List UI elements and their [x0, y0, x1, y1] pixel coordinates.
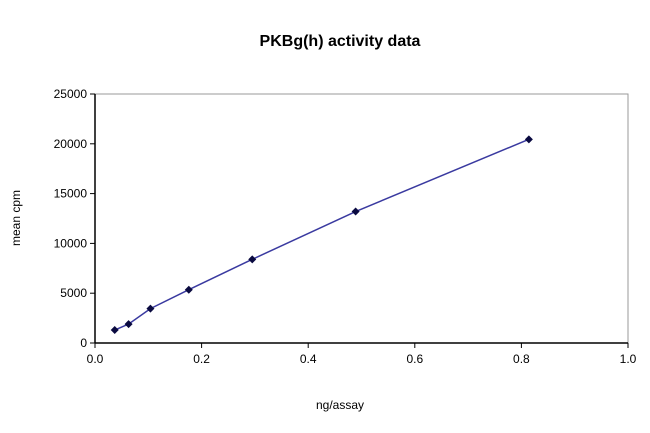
y-tick-label: 5000: [60, 286, 87, 300]
data-point: [110, 326, 119, 335]
x-tick-label: 0.8: [513, 352, 530, 366]
plot-area: [94, 93, 629, 344]
data-point: [146, 304, 155, 313]
data-point: [524, 135, 533, 144]
x-tick-label: 1.0: [620, 352, 637, 366]
y-tick-label: 0: [80, 336, 87, 350]
y-axis-label: mean cpm: [9, 190, 23, 246]
chart-title: PKBg(h) activity data: [260, 33, 421, 50]
y-tick-label: 10000: [54, 236, 88, 250]
series-line: [114, 138, 530, 331]
x-axis-label: ng/assay: [316, 398, 364, 412]
x-tick-label: 0.0: [87, 352, 104, 366]
y-tick-label: 20000: [54, 137, 88, 151]
data-point: [184, 285, 193, 294]
y-tick-label: 25000: [54, 87, 88, 101]
y-tick-label: 15000: [54, 187, 88, 201]
x-tick-label: 0.2: [193, 352, 210, 366]
x-tick-label: 0.6: [406, 352, 423, 366]
data-point: [124, 320, 133, 329]
data-point: [248, 255, 257, 264]
x-tick-label: 0.4: [300, 352, 317, 366]
data-point: [351, 207, 360, 216]
